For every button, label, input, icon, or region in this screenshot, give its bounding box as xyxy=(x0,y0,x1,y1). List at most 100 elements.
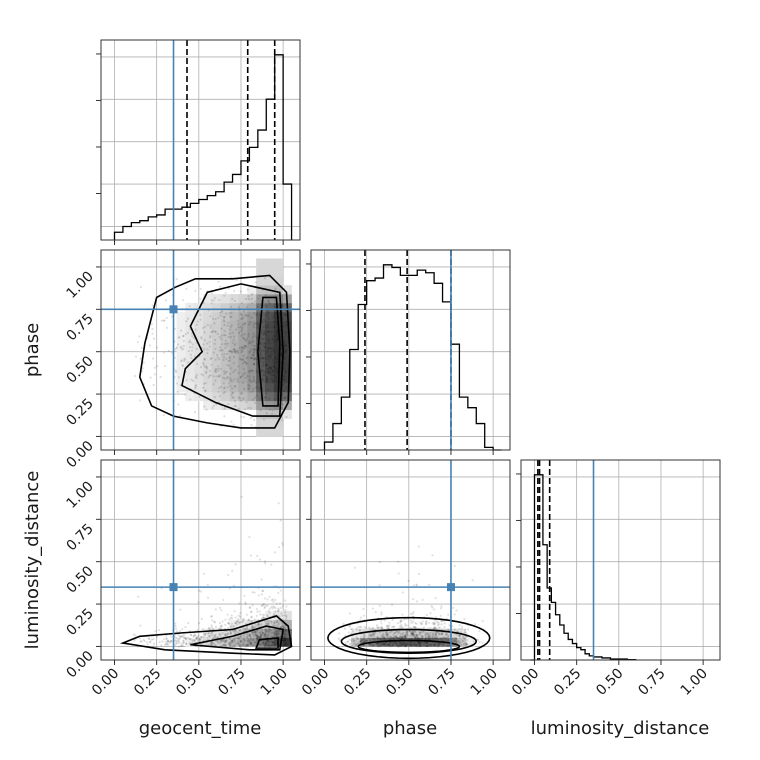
sample-point xyxy=(253,631,257,634)
sample-point xyxy=(386,627,390,630)
sample-point xyxy=(272,612,276,615)
sample-point xyxy=(393,625,396,628)
sample-point xyxy=(388,642,391,646)
sample-point xyxy=(274,334,277,338)
sample-point xyxy=(446,640,450,643)
sample-point xyxy=(441,645,444,648)
density-cell xyxy=(265,619,275,629)
sample-point xyxy=(281,626,284,629)
contour-line xyxy=(327,616,491,660)
sample-point xyxy=(242,618,245,621)
sample-point xyxy=(368,633,371,636)
sample-point xyxy=(381,627,384,630)
sample-point xyxy=(223,316,226,319)
sample-point xyxy=(250,293,253,296)
sample-point xyxy=(395,642,399,646)
sample-point xyxy=(201,361,205,364)
sample-point xyxy=(241,620,244,624)
sample-point xyxy=(413,641,417,644)
sample-point xyxy=(378,604,381,608)
sample-point xyxy=(174,622,177,625)
sample-point xyxy=(238,645,242,648)
sample-point xyxy=(248,369,251,373)
sample-point xyxy=(146,641,149,644)
sample-point xyxy=(404,643,407,646)
sample-point xyxy=(282,640,285,643)
sample-point xyxy=(279,626,282,629)
sample-point xyxy=(279,606,283,610)
sample-point xyxy=(228,312,231,315)
sample-point xyxy=(266,643,269,647)
sample-point xyxy=(199,366,203,369)
density-cell xyxy=(194,356,204,366)
sample-point xyxy=(285,605,288,608)
sample-point xyxy=(210,643,213,646)
sample-point xyxy=(389,645,392,648)
sample-point xyxy=(269,644,272,648)
sample-point xyxy=(182,334,185,338)
sample-point xyxy=(262,643,266,646)
sample-point xyxy=(380,644,383,647)
sample-point xyxy=(224,640,227,644)
sample-point xyxy=(258,643,261,646)
sample-point xyxy=(264,642,267,645)
sample-point xyxy=(259,337,262,340)
sample-point xyxy=(181,364,184,367)
sample-point xyxy=(256,371,259,374)
sample-point xyxy=(139,640,142,643)
sample-point xyxy=(169,641,172,644)
x-tick-label: 0.00 xyxy=(299,666,332,699)
density-cell xyxy=(273,619,284,629)
density-cell xyxy=(238,383,248,393)
sample-point xyxy=(248,351,251,354)
sample-point xyxy=(421,636,424,639)
histogram-step xyxy=(113,54,293,240)
sample-point xyxy=(208,340,211,344)
sample-point xyxy=(410,633,413,636)
sample-point xyxy=(271,370,275,373)
sample-point xyxy=(178,336,181,339)
sample-point xyxy=(177,645,180,648)
sample-point xyxy=(409,634,412,638)
sample-point xyxy=(401,635,404,639)
sample-point xyxy=(216,356,219,359)
sample-point xyxy=(456,633,459,637)
sample-point xyxy=(195,347,198,351)
sample-point xyxy=(258,346,262,349)
sample-point xyxy=(267,623,270,626)
sample-point xyxy=(266,312,269,315)
x-tick-label: 0.75 xyxy=(215,666,248,699)
sample-point xyxy=(385,630,389,633)
sample-point xyxy=(268,641,271,644)
sample-point xyxy=(478,629,481,633)
sample-point xyxy=(253,356,257,360)
sample-point xyxy=(219,285,222,288)
density-cell xyxy=(176,347,186,357)
sample-point xyxy=(249,406,253,410)
sample-point xyxy=(225,370,228,374)
sample-point xyxy=(367,637,370,640)
sample-point xyxy=(276,360,279,363)
sample-point xyxy=(284,348,288,352)
sample-point xyxy=(455,609,458,612)
sample-point xyxy=(241,618,245,621)
sample-point xyxy=(210,331,213,334)
sample-point xyxy=(363,636,366,639)
sample-point xyxy=(354,644,357,647)
sample-point xyxy=(260,629,264,632)
sample-point xyxy=(230,378,233,381)
sample-point xyxy=(201,635,204,639)
sample-point xyxy=(401,637,404,640)
sample-point xyxy=(250,369,253,372)
sample-point xyxy=(387,627,391,630)
sample-point xyxy=(413,636,417,639)
density-cell xyxy=(220,329,230,339)
sample-point xyxy=(271,409,274,412)
sample-point xyxy=(234,629,237,632)
sample-point xyxy=(238,615,242,618)
sample-point xyxy=(359,640,362,643)
y-tick-label: 0.50 xyxy=(63,353,96,386)
sample-point xyxy=(235,620,238,623)
density-cell xyxy=(256,302,266,313)
sample-point xyxy=(259,634,263,637)
